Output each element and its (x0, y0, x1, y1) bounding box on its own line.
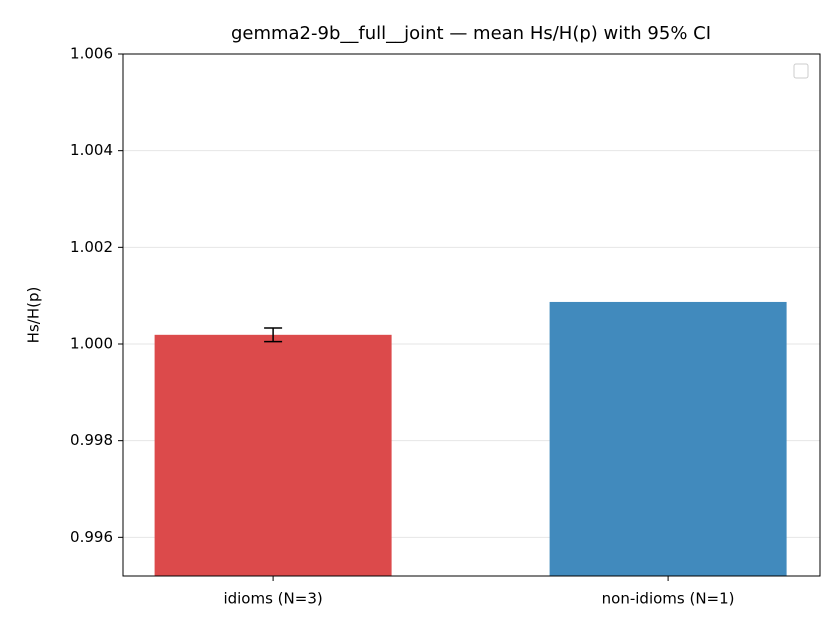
legend-box (793, 63, 809, 79)
bar (549, 301, 787, 576)
y-tick-label: 1.006 (70, 45, 113, 63)
y-axis-label: Hs/H(p) (25, 287, 43, 344)
y-tick-label: 1.000 (70, 335, 113, 353)
x-tick-label: idioms (N=3) (223, 590, 322, 608)
x-tick-label: non-idioms (N=1) (602, 590, 735, 608)
y-tick-label: 0.996 (70, 528, 113, 546)
y-tick-label: 0.998 (70, 431, 113, 449)
plot-frame (122, 53, 821, 577)
bar (154, 334, 392, 576)
error-bar (264, 327, 283, 343)
y-tick-label: 1.002 (70, 238, 113, 256)
y-tick-label: 1.004 (70, 141, 113, 159)
chart-title: gemma2-9b__full__joint — mean Hs/H(p) wi… (231, 23, 711, 44)
